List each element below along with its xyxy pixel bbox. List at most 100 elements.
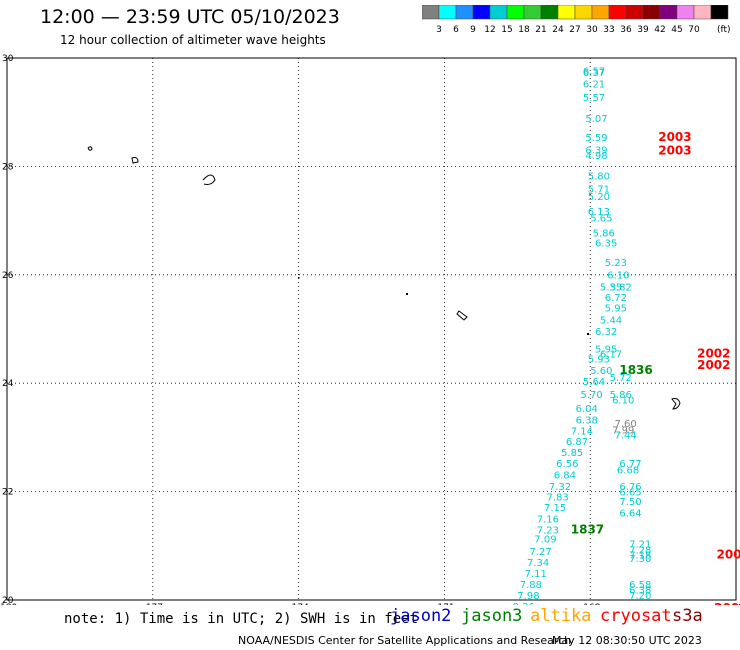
wave-height-label: 7.98 xyxy=(517,591,539,602)
wave-height-label: 7.27 xyxy=(529,547,551,558)
latitude-label: 28 xyxy=(2,162,14,172)
island-shape xyxy=(456,310,468,321)
wave-height-label: 5.57 xyxy=(583,93,605,104)
colorbar-label: 27 xyxy=(569,25,580,35)
wave-height-label: 1837 xyxy=(571,522,604,536)
wave-height-label: 6.84 xyxy=(554,471,576,482)
footer-timestamp: May 12 08:30:50 UTC 2023 xyxy=(552,634,702,647)
colorbar-unit: (ft) xyxy=(717,25,731,35)
colorbar-label: 30 xyxy=(586,25,598,35)
wave-height-label: 5.35 xyxy=(600,283,622,294)
wave-height-label: 5.93 xyxy=(588,355,610,366)
colorbar-label: 15 xyxy=(501,25,512,35)
wave-height-label: 6.21 xyxy=(583,79,605,90)
colorbar-label: 9 xyxy=(470,25,476,35)
wave-height-label: 7.99 xyxy=(612,426,634,437)
wave-height-label: 7.32 xyxy=(549,482,571,493)
latitude-label: 20 xyxy=(2,596,14,605)
wave-height-label: 2003 xyxy=(658,143,691,157)
latitude-label: 26 xyxy=(2,271,14,281)
wave-height-label: 7.83 xyxy=(546,492,568,503)
longitude-label: -16 xyxy=(729,603,740,605)
map-grid: -180 -177 -174 -171 -168 -16 30 28 26 24 22 20 xyxy=(0,54,740,605)
wave-height-label: 5.86 xyxy=(593,228,615,239)
wave-height-label: 2002 xyxy=(697,358,730,372)
observation-labels: 6.576.376.21 5.57 5.07 5.59 2003 6.39 2003 4.98… xyxy=(512,66,740,605)
colorbar-swatch xyxy=(710,5,729,20)
wave-height-label: 6.58 xyxy=(629,580,651,591)
wave-height-label: 5.07 xyxy=(585,114,607,125)
wave-height-label: 7.11 xyxy=(525,569,547,580)
wave-height-label: 5.71 xyxy=(588,184,610,195)
wave-height-label: 6.37 xyxy=(583,68,605,79)
colorbar-label: 24 xyxy=(552,25,564,35)
wave-height-label: 6.10 xyxy=(612,395,634,406)
colorbar-label: 18 xyxy=(518,25,530,35)
wave-height-label: 5.95 xyxy=(595,344,617,355)
island-dot xyxy=(406,293,408,295)
latitude-label: 30 xyxy=(2,54,14,64)
legend-jason2: jason2 xyxy=(390,606,452,626)
wave-height-label: 6.39 xyxy=(585,145,607,156)
wave-height-label: 6.77 xyxy=(619,459,641,470)
legend-altika: altika xyxy=(530,606,592,626)
wave-height-label: 6.04 xyxy=(576,404,598,415)
colorbar-label: 33 xyxy=(603,25,614,35)
colorbar-label: 70 xyxy=(688,25,700,35)
wave-height-label: 7.18 xyxy=(629,550,651,561)
colorbar-label: 39 xyxy=(637,25,649,35)
wave-height-label: 6.17 xyxy=(600,350,622,361)
island-dot xyxy=(298,277,300,279)
wave-height-label: 5.82 xyxy=(610,283,632,294)
island-shape xyxy=(87,146,93,151)
colorbar-label: 3 xyxy=(436,25,442,35)
wave-height-label: 6.76 xyxy=(619,482,641,493)
legend-cryosat: cryosat xyxy=(600,606,672,626)
wave-height-label: 7.14 xyxy=(571,427,593,438)
wave-height-label: 1836 xyxy=(619,363,652,377)
legend-jason3: jason3 xyxy=(461,606,523,626)
colorbar-label: 42 xyxy=(654,25,665,35)
wave-height-label: 7.28 xyxy=(629,545,651,556)
wave-height-label: 7.16 xyxy=(537,514,559,525)
island-dot xyxy=(587,333,589,335)
wave-height-label: 5.44 xyxy=(600,316,622,327)
wave-height-label: 7.60 xyxy=(615,419,637,430)
wave-height-label: 7.44 xyxy=(615,430,637,441)
wave-height-label: 2002 xyxy=(697,347,730,361)
wave-height-label: 6.32 xyxy=(595,327,617,338)
wave-height-label: 5.20 xyxy=(588,192,610,203)
wave-height-label: 7.21 xyxy=(629,539,651,550)
colorbar-label: 21 xyxy=(535,25,546,35)
wave-height-label: 6.10 xyxy=(607,271,629,282)
wave-height-colorbar: 3 6 9 12 15 18 21 24 27 30 33 36 39 42 45 70 (ft) xyxy=(422,5,731,35)
wave-height-label: 5.60 xyxy=(590,366,612,377)
units-note: note: 1) Time is in UTC; 2) SWH is in fe… xyxy=(64,611,419,627)
colorbar-label: 12 xyxy=(484,25,495,35)
colorbar-label: 36 xyxy=(620,25,632,35)
wave-height-label: 6.56 xyxy=(556,459,578,470)
map-subtitle: 12 hour collection of altimeter wave hei… xyxy=(60,33,326,47)
wave-height-label: 6.72 xyxy=(605,293,627,304)
wave-height-label: 6.13 xyxy=(588,207,610,218)
island-outlines xyxy=(87,146,681,410)
wave-height-label: 6.68 xyxy=(617,466,639,477)
map-title: 12:00 — 23:59 UTC 05/10/2023 xyxy=(40,6,340,28)
longitude-label: -180 xyxy=(0,603,17,605)
island-shape xyxy=(202,174,216,185)
colorbar-label: 45 xyxy=(671,25,682,35)
wave-height-label: 4.98 xyxy=(585,151,607,162)
footer-credit: NOAA/NESDIS Center for Satellite Applica… xyxy=(238,634,572,647)
colorbar-label: 6 xyxy=(453,25,459,35)
wave-height-label: 6.38 xyxy=(576,415,598,426)
wave-height-label: 7.34 xyxy=(527,558,549,569)
wave-height-label: 7.20 xyxy=(629,591,651,602)
wave-height-label: 5.59 xyxy=(585,133,607,144)
altimeter-map: -180 -177 -174 -171 -168 -16 30 28 26 24 22 20 6.57… xyxy=(0,54,740,605)
longitude-label: -174 xyxy=(288,603,309,605)
island-shape xyxy=(131,157,139,164)
wave-height-label: 5.70 xyxy=(580,390,602,401)
wave-height-label: 6.64 xyxy=(619,509,641,520)
wave-height-label: 5.23 xyxy=(605,258,627,269)
wave-height-label: 7.88 xyxy=(520,580,542,591)
